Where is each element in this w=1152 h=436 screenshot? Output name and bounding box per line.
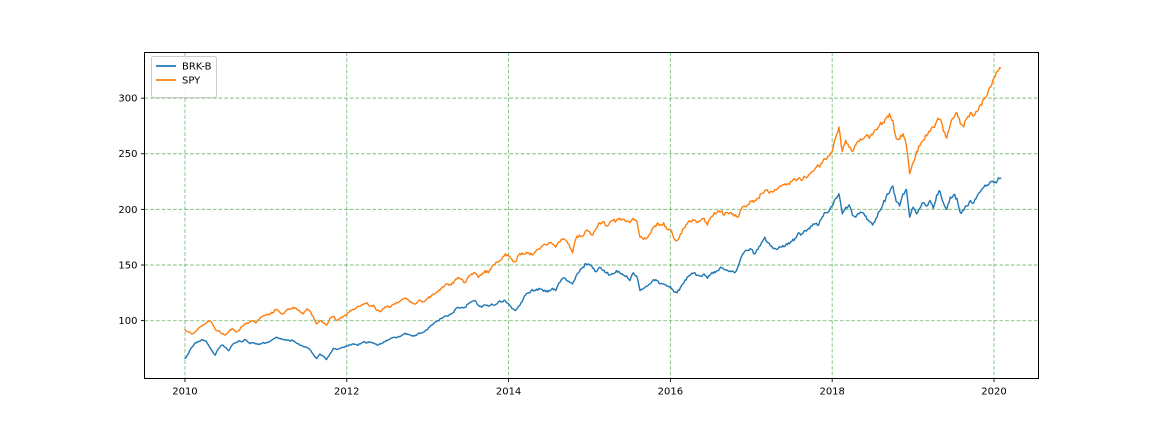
x-tick-label-2014: 2014: [496, 387, 521, 398]
series-layer: [184, 66, 1002, 361]
x-tick-label-2010: 2010: [172, 387, 197, 398]
grid-layer: [144, 52, 1039, 379]
plot-border: [144, 52, 1039, 379]
y-tick-label-200: 200: [118, 205, 137, 216]
series-line-SPY: [184, 66, 1002, 336]
x-tick-label-2012: 2012: [334, 387, 359, 398]
tick-layer: 2010 2012 2014 2016 2018 2020 100 150 200 250 300: [118, 94, 1006, 398]
x-tick-label-2020: 2020: [981, 387, 1006, 398]
y-tick-label-100: 100: [118, 316, 137, 327]
y-tick-label-300: 300: [118, 94, 137, 105]
legend: BRK-B SPY: [151, 56, 217, 98]
x-tick-label-2016: 2016: [658, 387, 683, 398]
y-tick-label-150: 150: [118, 261, 137, 272]
legend-label-SPY: SPY: [182, 76, 201, 87]
legend-label-BRK-B: BRK-B: [182, 62, 212, 73]
y-tick-label-250: 250: [118, 149, 137, 160]
x-tick-label-2018: 2018: [819, 387, 844, 398]
series-line-BRK-B: [184, 177, 1002, 361]
